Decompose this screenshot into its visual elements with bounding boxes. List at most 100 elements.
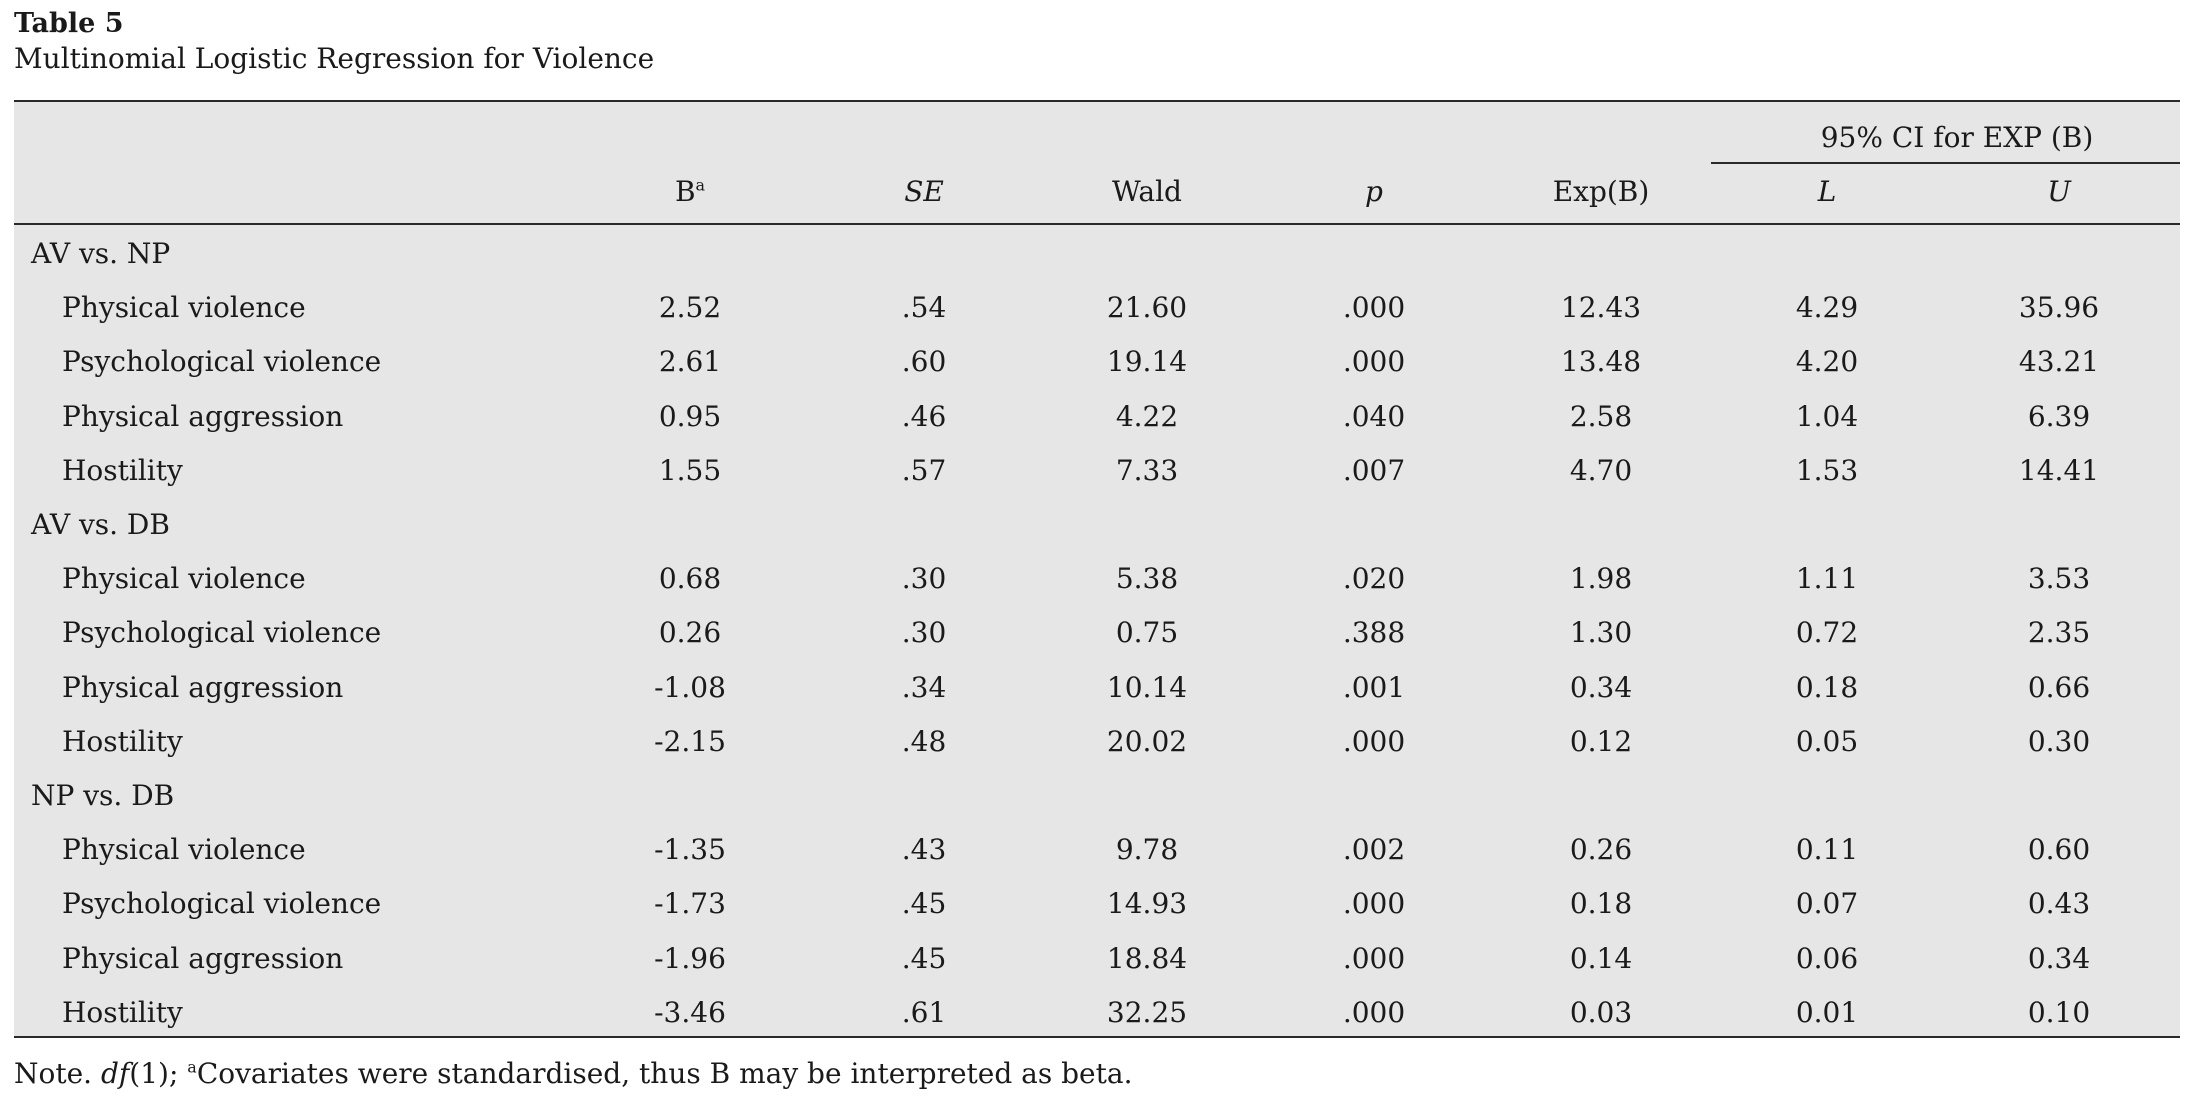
cell-upper: 35.96 <box>2018 291 2100 325</box>
cell-p: .000 <box>1342 724 1406 758</box>
cell-se: .46 <box>901 399 947 433</box>
cell-b: 0.68 <box>658 562 722 596</box>
table-note: Note. df(1); aCovariates were standardis… <box>14 1057 1133 1090</box>
cell-se: .45 <box>901 941 947 975</box>
cell-expb: 0.12 <box>1569 724 1633 758</box>
cell-b: -1.08 <box>654 670 726 704</box>
cell-expb: 1.98 <box>1569 562 1633 596</box>
group-label: AV vs. NP <box>31 237 171 270</box>
cell-b: 2.52 <box>658 291 722 325</box>
row-label: Psychological violence <box>62 616 382 650</box>
cell-wald: 32.25 <box>1106 995 1188 1029</box>
cell-lower: 1.53 <box>1795 453 1859 487</box>
cell-p: .000 <box>1342 291 1406 325</box>
cell-b: -2.15 <box>654 724 726 758</box>
cell-wald: 10.14 <box>1106 670 1188 704</box>
cell-wald: 0.75 <box>1115 616 1179 650</box>
cell-p: .000 <box>1342 887 1406 921</box>
cell-p: .002 <box>1342 833 1406 867</box>
cell-expb: 0.18 <box>1569 887 1633 921</box>
group-label: NP vs. DB <box>31 779 175 812</box>
col-header-expb: Exp(B) <box>1552 175 1650 208</box>
cell-expb: 13.48 <box>1560 345 1642 379</box>
cell-lower: 4.29 <box>1795 291 1859 325</box>
cell-expb: 2.58 <box>1569 399 1633 433</box>
cell-upper: 0.30 <box>2027 724 2091 758</box>
col-header-p: p <box>1365 175 1383 208</box>
row-label: Physical violence <box>62 833 306 867</box>
cell-lower: 0.01 <box>1795 995 1859 1029</box>
cell-upper: 43.21 <box>2018 345 2100 379</box>
cell-b: 0.95 <box>658 399 722 433</box>
cell-expb: 0.34 <box>1569 670 1633 704</box>
cell-b: -1.96 <box>654 941 726 975</box>
row-label: Psychological violence <box>62 345 382 379</box>
col-header-lower: L <box>1817 175 1837 208</box>
row-label: Physical violence <box>62 562 306 596</box>
cell-wald: 18.84 <box>1106 941 1188 975</box>
cell-se: .60 <box>901 345 947 379</box>
cell-upper: 2.35 <box>2027 616 2091 650</box>
cell-upper: 6.39 <box>2027 399 2091 433</box>
cell-b: 0.26 <box>658 616 722 650</box>
row-label: Hostility <box>62 995 183 1029</box>
cell-lower: 1.04 <box>1795 399 1859 433</box>
cell-p: .020 <box>1342 562 1406 596</box>
cell-lower: 0.72 <box>1795 616 1859 650</box>
cell-expb: 4.70 <box>1569 453 1633 487</box>
cell-se: .34 <box>901 670 947 704</box>
cell-wald: 7.33 <box>1115 453 1179 487</box>
ci-header-rule <box>1711 162 2180 164</box>
cell-se: .30 <box>901 616 947 650</box>
cell-expb: 12.43 <box>1560 291 1642 325</box>
cell-p: .001 <box>1342 670 1406 704</box>
cell-wald: 5.38 <box>1115 562 1179 596</box>
cell-b: -3.46 <box>654 995 726 1029</box>
cell-p: .040 <box>1342 399 1406 433</box>
cell-wald: 14.93 <box>1106 887 1188 921</box>
cell-upper: 0.60 <box>2027 833 2091 867</box>
cell-wald: 4.22 <box>1115 399 1179 433</box>
row-label: Physical aggression <box>62 399 344 433</box>
cell-se: .57 <box>901 453 947 487</box>
cell-se: .45 <box>901 887 947 921</box>
cell-lower: 1.11 <box>1795 562 1859 596</box>
cell-wald: 20.02 <box>1106 724 1188 758</box>
cell-b: -1.73 <box>654 887 726 921</box>
cell-expb: 0.03 <box>1569 995 1633 1029</box>
cell-wald: 19.14 <box>1106 345 1188 379</box>
cell-upper: 0.66 <box>2027 670 2091 704</box>
cell-se: .54 <box>901 291 947 325</box>
cell-expb: 0.26 <box>1569 833 1633 867</box>
cell-b: -1.35 <box>654 833 726 867</box>
col-header-se: SE <box>904 175 944 208</box>
row-label: Hostility <box>62 724 183 758</box>
cell-b: 2.61 <box>658 345 722 379</box>
row-label: Physical violence <box>62 291 306 325</box>
header-rule <box>14 223 2180 225</box>
cell-upper: 3.53 <box>2027 562 2091 596</box>
table-caption: Table 5 Multinomial Logistic Regression … <box>14 10 654 73</box>
cell-lower: 0.06 <box>1795 941 1859 975</box>
row-label: Physical aggression <box>62 941 344 975</box>
cell-lower: 4.20 <box>1795 345 1859 379</box>
cell-p: .000 <box>1342 995 1406 1029</box>
cell-lower: 0.07 <box>1795 887 1859 921</box>
row-label: Psychological violence <box>62 887 382 921</box>
cell-lower: 0.05 <box>1795 724 1859 758</box>
col-header-wald: Wald <box>1112 175 1182 208</box>
cell-wald: 9.78 <box>1115 833 1179 867</box>
cell-se: .43 <box>901 833 947 867</box>
cell-lower: 0.18 <box>1795 670 1859 704</box>
cell-upper: 0.43 <box>2027 887 2091 921</box>
row-label: Physical aggression <box>62 670 344 704</box>
cell-expb: 1.30 <box>1569 616 1633 650</box>
cell-b: 1.55 <box>658 453 722 487</box>
row-label: Hostility <box>62 453 183 487</box>
ci-header: 95% CI for EXP (B) <box>1820 121 2094 154</box>
cell-p: .000 <box>1342 941 1406 975</box>
cell-p: .007 <box>1342 453 1406 487</box>
cell-p: .000 <box>1342 345 1406 379</box>
cell-upper: 0.10 <box>2027 995 2091 1029</box>
col-header-b: Ba <box>674 175 706 208</box>
